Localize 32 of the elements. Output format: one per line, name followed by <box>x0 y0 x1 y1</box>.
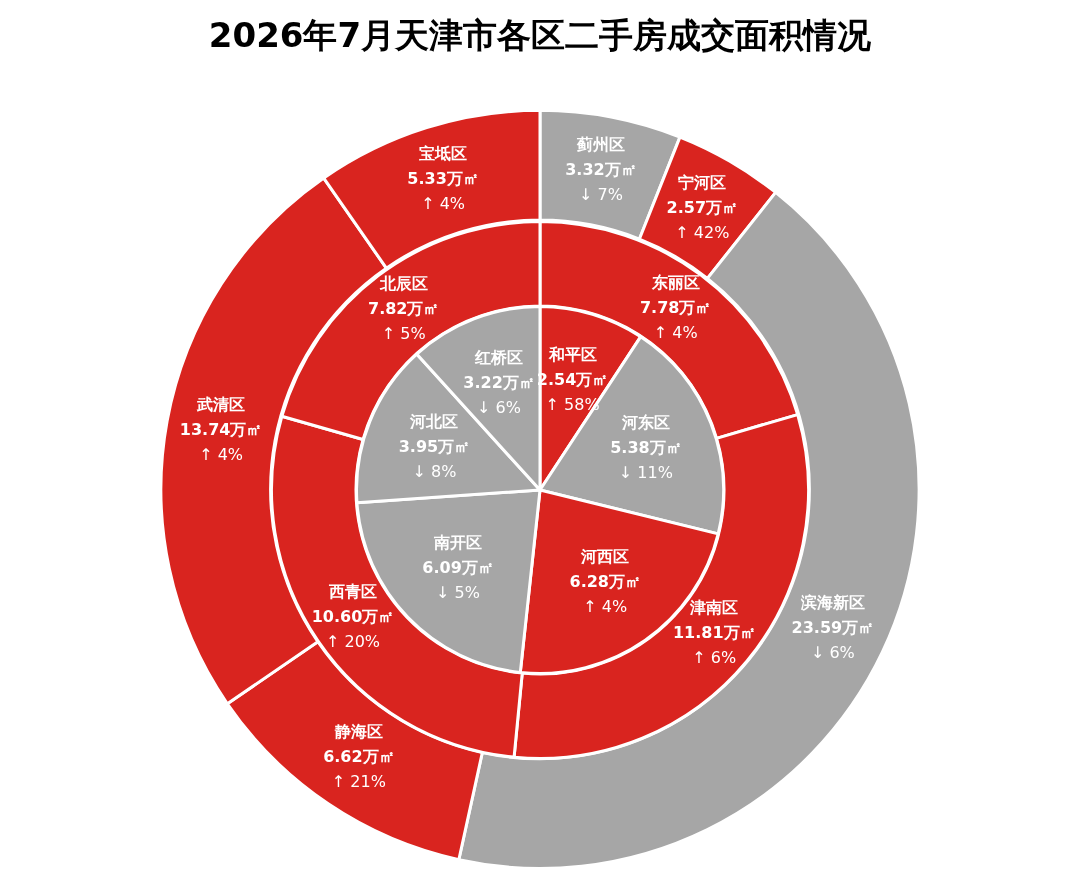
data-label: 6.62万㎡ ↑ 21% <box>323 747 395 792</box>
data-label: 10.60万㎡ ↑ 20% <box>311 606 395 651</box>
slice-label: 武清区 <box>196 395 246 415</box>
data-label: 3.22万㎡ ↓ 6% <box>463 373 535 418</box>
data-label: 2.57万㎡ ↑ 42% <box>666 197 739 242</box>
slice-label: 和平区 <box>547 345 597 365</box>
data-label: 13.74万㎡ ↑ 4% <box>179 420 263 465</box>
data-label: 5.38万㎡ ↓ 11% <box>610 437 682 482</box>
slice-label: 红桥区 <box>474 348 524 368</box>
slice-label: 宝坻区 <box>419 144 468 164</box>
slice-label: 西青区 <box>328 581 378 601</box>
data-label: 11.81万㎡ ↑ 6% <box>672 623 756 668</box>
slice-label: 津南区 <box>689 598 739 618</box>
data-label: 23.59万㎡ ↓ 6% <box>791 617 875 662</box>
slice-label: 河北区 <box>409 411 459 431</box>
data-label: 3.32万㎡ ↓ 7% <box>565 160 637 205</box>
slice-label: 滨海新区 <box>799 592 865 612</box>
chart-title: 2026年7月天津市各区二手房成交面积情况 <box>208 15 873 56</box>
slice-label: 静海区 <box>333 722 383 742</box>
data-label: 6.28万㎡ ↑ 4% <box>569 572 641 617</box>
slice-label: 北辰区 <box>378 273 428 293</box>
data-label: 7.82万㎡ ↑ 5% <box>368 298 440 343</box>
data-label: 5.33万㎡ ↑ 4% <box>407 169 479 214</box>
data-label: 3.95万㎡ ↓ 8% <box>398 436 471 481</box>
slice-label: 东丽区 <box>650 273 700 293</box>
slice-label: 宁河区 <box>678 172 727 192</box>
slice-label: 南开区 <box>433 533 483 553</box>
slice-label: 河西区 <box>580 547 630 567</box>
slice-label: 河东区 <box>620 412 670 432</box>
data-label: 7.78万㎡ ↑ 4% <box>639 298 712 343</box>
data-label: 6.09万㎡ ↓ 5% <box>422 558 494 603</box>
slice-label: 蓟州区 <box>575 135 625 155</box>
